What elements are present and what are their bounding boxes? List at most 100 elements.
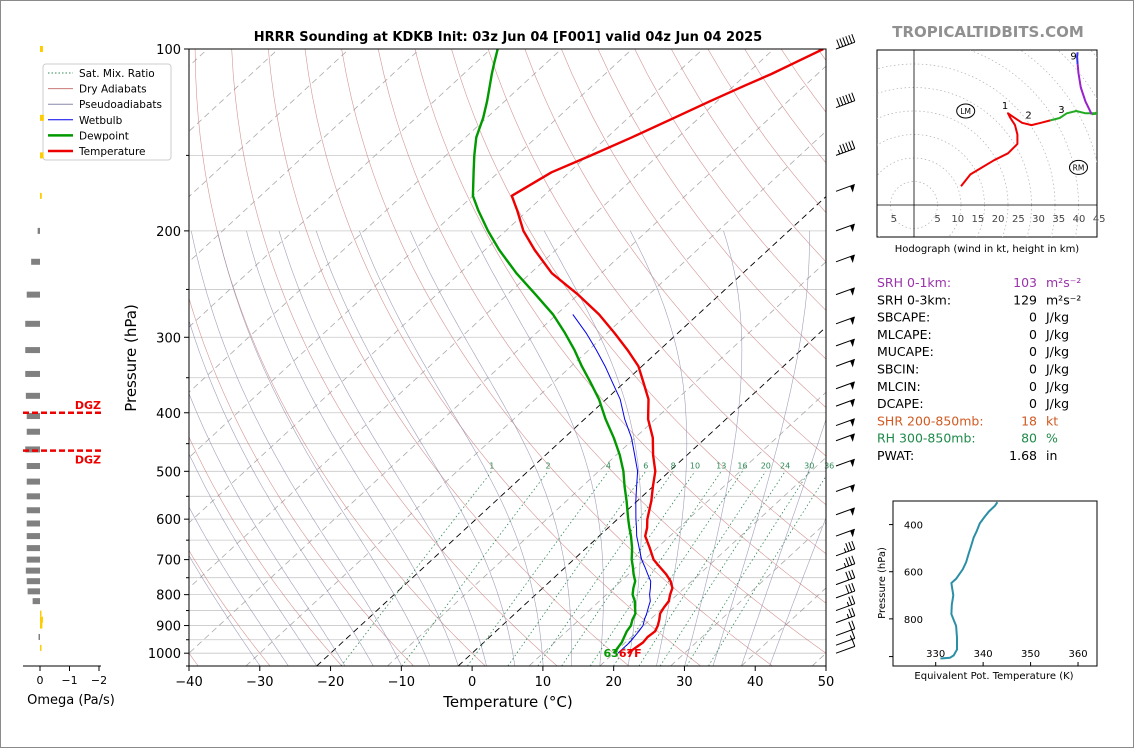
omega-bar <box>25 392 40 399</box>
moist-adiabat-line <box>315 230 516 666</box>
mixing-ratio-label: 6 <box>643 461 648 470</box>
legend-label: Wetbulb <box>79 115 123 127</box>
hodograph-segment <box>960 112 1051 187</box>
wind-barb-full <box>848 570 853 580</box>
dry-adiabat-line <box>189 436 343 666</box>
index-value: 129 <box>1013 292 1037 307</box>
moist-adiabat-line <box>189 506 289 666</box>
y-tick-label: 200 <box>156 225 181 240</box>
index-label: MLCIN: <box>877 379 921 394</box>
wind-barb-full <box>842 37 847 46</box>
moist-adiabat-line <box>189 392 346 666</box>
x-tick-label: 40 <box>747 675 764 690</box>
isotherm-line <box>245 130 826 666</box>
mixing-ratio-label: 4 <box>606 461 611 470</box>
omega-bar <box>26 291 40 298</box>
wind-barb-flag <box>850 529 855 538</box>
theta-e-x-label: Equivalent Pot. Temperature (K) <box>914 671 1073 682</box>
index-value: 0 <box>1029 379 1037 394</box>
storm-motion-marker <box>956 103 976 119</box>
x-tick-label: −10 <box>388 675 415 690</box>
profile-lines <box>471 49 824 655</box>
legend-label: Pseudoadiabats <box>79 99 162 111</box>
wind-barb-flag <box>850 316 855 325</box>
wind-barb-flag <box>850 287 855 296</box>
mixing-ratio-line <box>613 471 743 666</box>
wind-barbs <box>835 33 856 654</box>
dry-adiabat-line <box>304 49 701 666</box>
legend-label: Temperature <box>78 146 146 158</box>
wind-barb-full <box>848 583 853 593</box>
omega-bar <box>26 463 40 470</box>
omega-bar <box>26 556 40 563</box>
isotherm-line <box>189 49 633 459</box>
y-tick-label: 1000 <box>148 647 181 662</box>
wind-barb-half <box>837 149 841 155</box>
wind-barb-flag <box>850 359 855 368</box>
x-tick-label: 0 <box>468 675 476 690</box>
moist-adiabat-line <box>741 418 826 666</box>
chart-title: HRRR Sounding at KDKB Init: 03z Jun 04 [… <box>254 30 762 45</box>
moist-adiabat-line <box>543 230 642 666</box>
theta-e-y-tick-label: 600 <box>904 568 923 579</box>
index-unit: % <box>1046 431 1058 446</box>
omega-bar <box>40 622 43 629</box>
isotherm-line <box>189 49 562 393</box>
dewpoint-profile-line <box>471 49 637 654</box>
wind-barb-full <box>839 96 844 106</box>
omega-bar <box>40 192 42 199</box>
moist-adiabat-line <box>410 230 572 666</box>
storm-motion-label: RM <box>1073 163 1085 172</box>
y-ticks: 100 200 300 400 500 600 700 800 900 1000 <box>148 43 189 667</box>
y-tick-label: 400 <box>156 407 181 422</box>
mixing-ratio-label: 16 <box>737 461 747 470</box>
x-tick-label: 50 <box>818 675 835 690</box>
wind-barb-full <box>848 621 853 630</box>
moist-adiabat-line <box>769 516 826 666</box>
index-label: DCAPE: <box>877 396 924 411</box>
index-label: RH 300-850mb: <box>877 431 976 446</box>
moist-adiabat-line <box>246 230 459 666</box>
index-label: SRH 0-1km: <box>877 275 951 290</box>
hodograph-ring-label: 5 <box>934 214 940 225</box>
omega-tick-label: −2 <box>91 674 107 687</box>
mixing-ratio-line <box>686 471 810 666</box>
mixing-ratio-line <box>589 471 722 666</box>
dry-adiabat-line <box>194 49 486 666</box>
dry-adiabat-line <box>634 49 826 311</box>
theta-e-x-tick-label: 330 <box>926 649 945 660</box>
wind-barb-full <box>845 36 850 45</box>
index-value: 1.68 <box>1009 448 1037 463</box>
index-unit: kt <box>1046 413 1058 428</box>
wind-barb-staff <box>835 338 855 347</box>
index-label: SBCAPE: <box>877 310 930 325</box>
omega-axis-label: Omega (Pa/s) <box>27 693 115 708</box>
theta-e-x-tick-label: 350 <box>1021 649 1040 660</box>
index-label: MUCAPE: <box>877 344 934 359</box>
omega-bar <box>27 588 40 595</box>
index-value: 0 <box>1029 396 1037 411</box>
dry-adiabat-line <box>487 49 826 506</box>
dgz-label: DGZ <box>75 399 101 412</box>
x-tick-label: −30 <box>246 675 273 690</box>
legend-label: Sat. Mix. Ratio <box>79 68 155 80</box>
legend-label: Dewpoint <box>79 130 129 142</box>
wind-barb-full <box>851 92 856 101</box>
y-tick-label: 900 <box>156 620 181 635</box>
hodograph-ring-label: 40 <box>1073 214 1086 225</box>
omega-bar <box>25 370 40 377</box>
wind-barb-flag <box>850 254 855 263</box>
omega-bar <box>26 507 40 514</box>
theta-e-line <box>940 501 999 660</box>
wind-barb-half <box>846 601 850 607</box>
hodograph-height-label: 3 <box>1058 105 1064 116</box>
theta-e-y-tick-label: 400 <box>904 521 923 532</box>
hodograph-ring-label: 20 <box>992 214 1005 225</box>
index-value: 0 <box>1029 310 1037 325</box>
isotherm-line <box>189 49 704 524</box>
index-unit: J/kg <box>1045 362 1069 377</box>
omega-tick-label: 0 <box>37 674 44 687</box>
wind-barb-flag <box>850 484 855 493</box>
y-tick-label: 800 <box>156 589 181 604</box>
